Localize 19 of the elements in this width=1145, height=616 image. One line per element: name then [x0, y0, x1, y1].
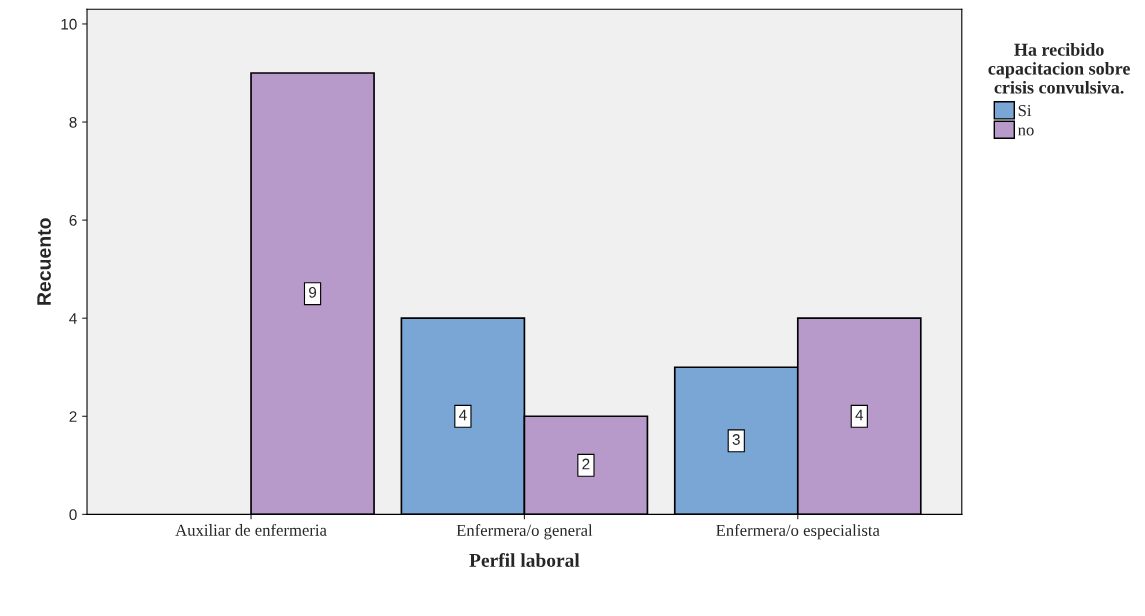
- x-axis-title: Perfil laboral: [469, 553, 580, 567]
- x-tick-label: Auxiliar de enfermeria: [175, 523, 327, 536]
- x-tick-label: Enfermera/o general: [456, 524, 593, 540]
- y-tick-label: 10: [61, 18, 77, 30]
- data-label: 2: [582, 458, 590, 470]
- y-tick-label: 4: [69, 313, 77, 324]
- data-label: 4: [855, 409, 864, 421]
- y-tick-label: 0: [69, 509, 77, 521]
- data-label: 9: [309, 286, 317, 298]
- legend-label: no: [1018, 127, 1034, 136]
- x-tick-label: Enfermera/o especialista: [716, 524, 880, 540]
- y-axis-title: Recuento: [37, 218, 51, 305]
- data-label: 4: [459, 409, 467, 421]
- legend-title: Ha recibido capacitacion sobre crisis convulsiva.: [988, 43, 1130, 94]
- y-tick-label: 6: [69, 214, 77, 226]
- y-tick-label: 2: [69, 411, 77, 422]
- data-label: 3: [732, 434, 740, 445]
- y-tick-label: 8: [69, 116, 77, 128]
- legend-label: Si: [1018, 104, 1032, 117]
